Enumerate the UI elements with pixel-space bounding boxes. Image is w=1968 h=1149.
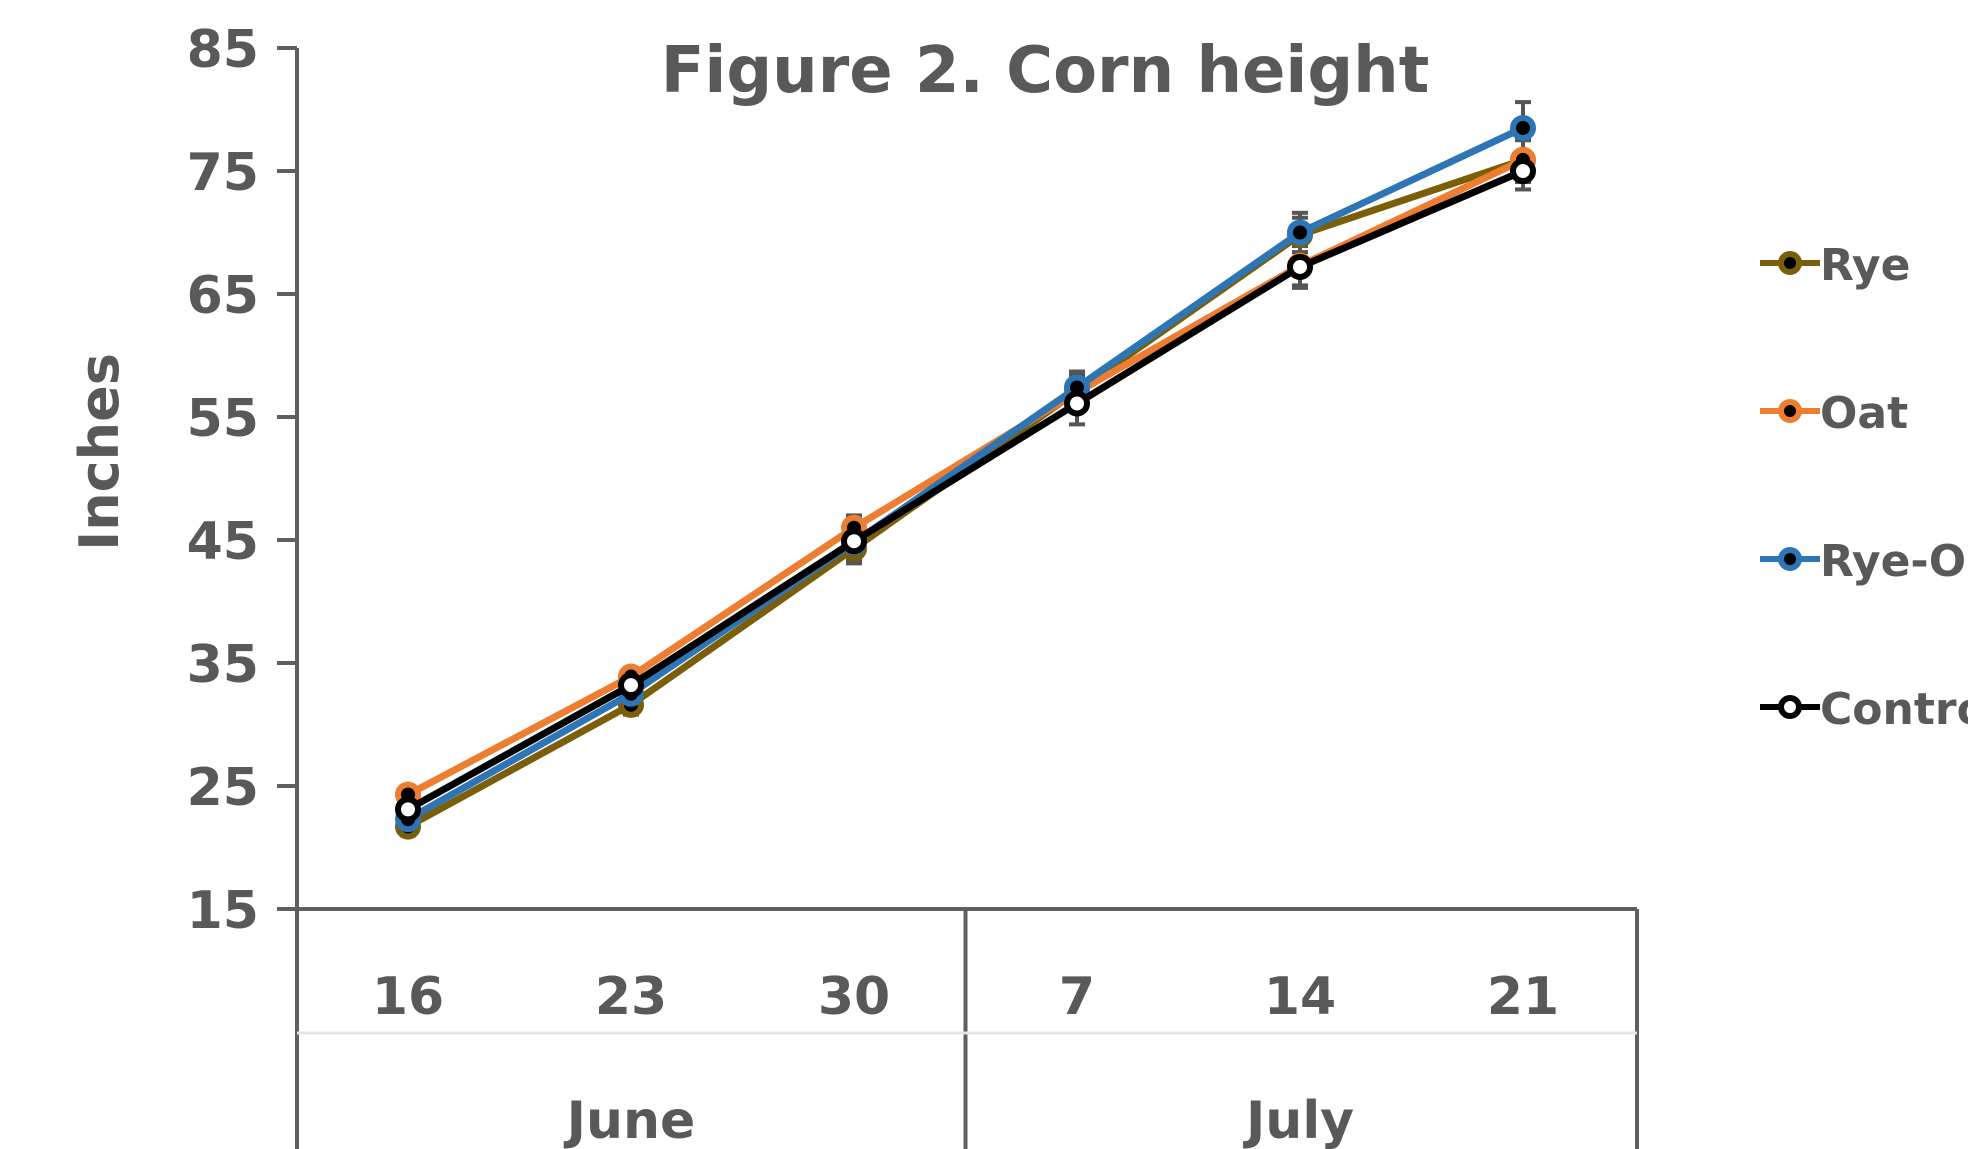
legend-swatch-marker [1778, 399, 1802, 423]
legend-swatch-marker [1778, 251, 1802, 275]
series-lines [395, 114, 1536, 840]
x-group-label: June [564, 1091, 696, 1149]
x-tick-label: 7 [1059, 967, 1095, 1027]
data-point-control [395, 796, 421, 823]
y-tick-label: 65 [187, 266, 259, 326]
data-point-control [618, 672, 644, 699]
data-point-control [1510, 158, 1536, 184]
legend: Rye Oat Rye-Oat Control [1760, 240, 1968, 735]
legend-item-control: Control [1760, 684, 1968, 735]
x-tick-label: 21 [1487, 967, 1559, 1027]
y-tick-label: 15 [187, 881, 259, 941]
data-point-rye-oat [1510, 114, 1536, 141]
legend-label: Rye [1820, 240, 1910, 291]
series-line-rye-oat [406, 124, 1525, 823]
legend-swatch-marker [1778, 547, 1802, 571]
legend-label: Control [1820, 684, 1968, 735]
data-point-rye-oat [1287, 219, 1313, 246]
series-line-oat [406, 156, 1525, 798]
chart-title: Figure 2. Corn height [661, 34, 1430, 108]
x-tick-label: 23 [595, 967, 667, 1027]
legend-label: Oat [1820, 388, 1908, 439]
x-tick-label: 14 [1264, 967, 1336, 1027]
legend-item-oat: Oat [1760, 388, 1908, 439]
y-tick-label: 25 [187, 758, 259, 818]
legend-item-rye: Rye [1760, 240, 1910, 291]
y-tick-label: 55 [187, 389, 259, 449]
y-axis: 15 25 35 45 55 65 75 85 [187, 20, 299, 941]
data-point-control [1064, 390, 1090, 417]
legend-item-rye-oat: Rye-Oat [1760, 536, 1968, 587]
data-point-control [841, 528, 867, 555]
x-group-label: July [1243, 1091, 1354, 1149]
y-tick-label: 35 [187, 635, 259, 695]
series-line-control [406, 167, 1525, 813]
data-point-control [1287, 253, 1313, 280]
x-axis: 16 23 30 7 14 21 June July [295, 907, 1639, 1149]
y-tick-label: 45 [187, 512, 259, 572]
y-axis-label: Inches [68, 353, 131, 551]
legend-label: Rye-Oat [1820, 536, 1968, 587]
x-tick-label: 16 [372, 967, 444, 1027]
legend-swatch-marker [1778, 695, 1802, 719]
y-tick-label: 75 [187, 143, 259, 203]
y-tick-label: 85 [187, 20, 259, 80]
x-tick-label: 30 [818, 967, 890, 1027]
